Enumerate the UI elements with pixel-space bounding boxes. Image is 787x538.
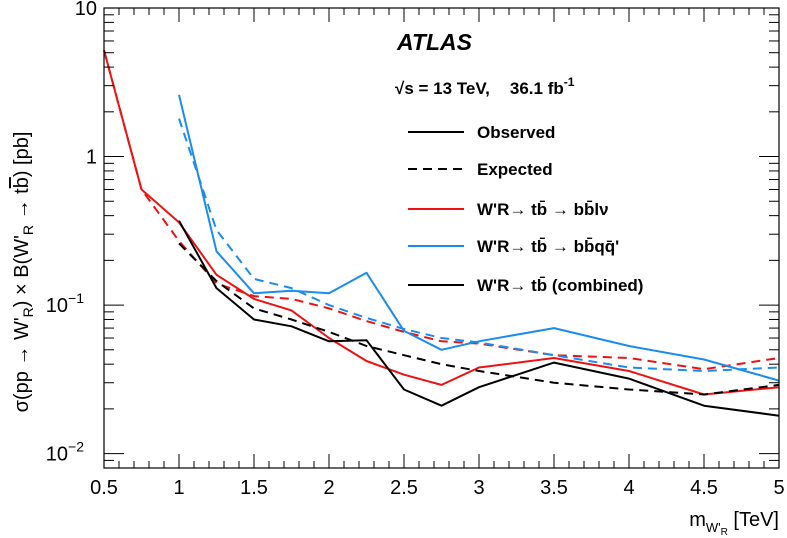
x-tick-label: 2	[323, 477, 334, 499]
y-tick-label: 1	[86, 147, 97, 169]
series-layer	[103, 49, 780, 417]
y-tick-label: 10	[75, 0, 97, 20]
experiment-label: ATLAS	[396, 29, 473, 55]
series-line-comb-expected	[178, 242, 780, 396]
x-tick-label: 1.5	[240, 477, 268, 499]
legend-label-lep: W'R→ tb̄ → bb̄lν	[477, 200, 609, 219]
plot-frame	[103, 7, 780, 469]
x-tick-label: 3.5	[540, 477, 568, 499]
y-tick-label: 10−1	[46, 290, 84, 317]
legend-label-observed: Observed	[477, 123, 555, 142]
x-axis-title: mW'R [TeV]	[689, 509, 779, 538]
legend-label-combined: W'R→ tb̄ (combined)	[477, 276, 643, 295]
y-axis-title: σ(pp → W'R) × B(W'R → tb) [pb]	[11, 132, 36, 413]
axis-ticks	[103, 7, 780, 469]
x-tick-label: 5	[773, 477, 784, 499]
x-tick-label: 4.5	[690, 477, 718, 499]
energy-lumi-label: √s = 13 TeV, 36.1 fb-1	[395, 75, 575, 98]
series-line-comb-observed	[178, 220, 780, 417]
series-line-had-expected	[178, 118, 780, 372]
legend-label-had: W'R→ tb̄ → bb̄qq̄'	[477, 237, 619, 256]
x-tick-label: 3	[473, 477, 484, 499]
y-tick-label: 10−2	[46, 439, 84, 466]
legend-label-expected: Expected	[477, 160, 553, 179]
x-tick-label: 2.5	[390, 477, 418, 499]
legend: Observed Expected W'R→ tb̄ → bb̄lν W'R→ …	[408, 123, 643, 295]
x-tick-label: 1	[173, 477, 184, 499]
x-tick-label: 0.5	[90, 477, 118, 499]
series-line-lep-observed	[103, 49, 780, 396]
x-tick-label: 4	[623, 477, 634, 499]
series-line-had-observed	[178, 94, 780, 382]
tick-labels: 0.5 1 1.5 2 2.5 3 3.5 4 4.5 5 10−2 10−1 1 10	[46, 0, 785, 499]
